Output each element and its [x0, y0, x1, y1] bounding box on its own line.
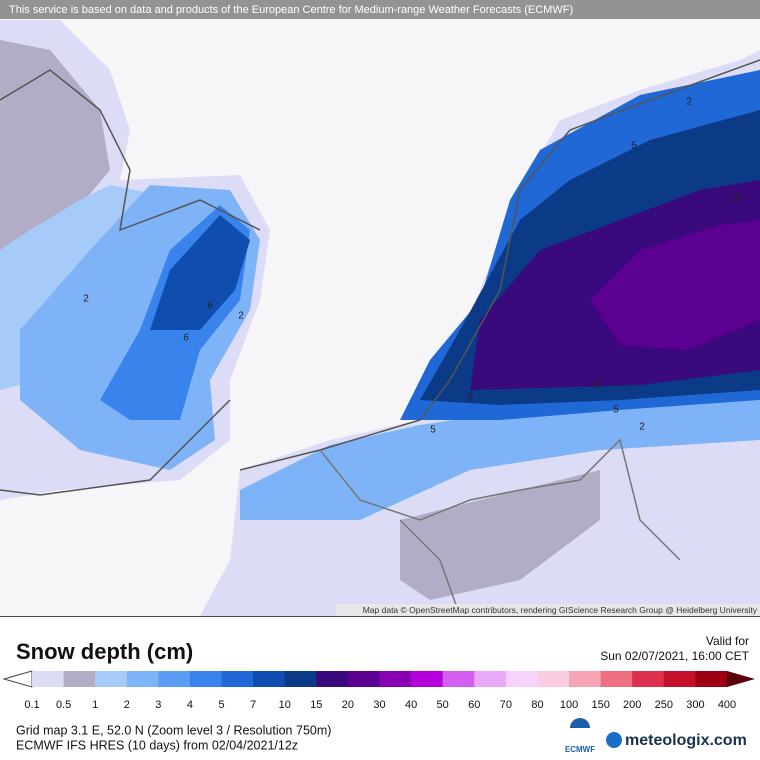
- legend-label: 80: [531, 699, 543, 711]
- legend-label: 1: [92, 699, 98, 711]
- legend-label: 400: [718, 699, 736, 711]
- legend-swatch: [316, 671, 349, 687]
- header-bar: [0, 0, 760, 19]
- contour-label: 6: [207, 301, 213, 312]
- legend-label: 20: [342, 699, 354, 711]
- legend-label: 5: [218, 699, 224, 711]
- brand-icon: [606, 732, 622, 748]
- legend-swatch: [600, 671, 633, 687]
- ecmwf-text: ECMWF: [565, 745, 595, 754]
- grid-info: Grid map 3.1 E, 52.0 N (Zoom level 3 / R…: [16, 723, 331, 737]
- legend-swatch: [411, 671, 444, 687]
- ecmwf-logo: ECMWF: [565, 718, 595, 754]
- attribution-bg: [336, 604, 760, 616]
- legend-label: 15: [310, 699, 322, 711]
- legend-label: 4: [187, 699, 193, 711]
- contour-label: 2: [686, 97, 692, 108]
- contour-label: 5: [613, 405, 619, 416]
- legend-label: 100: [560, 699, 578, 711]
- legend-label: 3: [155, 699, 161, 711]
- legend-label: 10: [279, 699, 291, 711]
- legend-label: 150: [591, 699, 609, 711]
- legend-label: 50: [437, 699, 449, 711]
- contour-labels: 2 2 6 5 2 5 10 10 5 2 5 6: [83, 97, 742, 436]
- contour-label: 2: [238, 311, 244, 322]
- legend-swatch: [569, 671, 602, 687]
- legend-label: 40: [405, 699, 417, 711]
- legend-swatch: [695, 671, 728, 687]
- snow-area: [400, 470, 600, 600]
- model-info: ECMWF IFS HRES (10 days) from 02/04/2021…: [16, 738, 298, 752]
- legend-swatch: [126, 671, 159, 687]
- contour-label: 2: [639, 422, 645, 433]
- legend-swatch: [474, 671, 507, 687]
- legend-swatch: [32, 671, 65, 687]
- coastline: [0, 59, 760, 496]
- snow-area: [0, 40, 110, 260]
- brand-logo: meteologix.com: [606, 732, 747, 749]
- contour-label: 10: [591, 380, 603, 391]
- legend-swatch: [347, 671, 380, 687]
- legend-label: 70: [500, 699, 512, 711]
- legend-label: 0.1: [24, 699, 39, 711]
- valid-time: Sun 02/07/2021, 16:00 CET: [600, 649, 749, 663]
- border: [319, 438, 681, 617]
- legend-swatch: [253, 671, 286, 687]
- color-legend: 0.1 0.5 1 2 3 4 5 7 10 15 20 30 40 50 60 70 80 100 150 200 2…: [2, 670, 755, 711]
- legend-swatch: [379, 671, 412, 687]
- legend-swatch: [442, 671, 475, 687]
- legend-label: 200: [623, 699, 641, 711]
- legend-swatch: [537, 671, 570, 687]
- legend-arrow-low: [2, 670, 33, 688]
- legend-swatch: [505, 671, 538, 687]
- legend-swatch: [284, 671, 317, 687]
- legend-swatch: [158, 671, 191, 687]
- legend-label: 250: [655, 699, 673, 711]
- legend-label: 300: [686, 699, 704, 711]
- legend-swatch: [189, 671, 223, 687]
- legend-label: 7: [250, 699, 256, 711]
- legend-swatch: [221, 671, 254, 687]
- legend-label: 60: [468, 699, 480, 711]
- attribution: Map data © OpenStreetMap contributors, r…: [363, 605, 758, 615]
- contour-label: 10: [730, 193, 742, 204]
- brand-text: meteologix.com: [625, 732, 747, 749]
- legend-swatch: [95, 671, 128, 687]
- legend-title: Snow depth (cm): [16, 639, 193, 664]
- legend-swatch: [663, 671, 696, 687]
- contour-label: 2: [83, 294, 89, 305]
- ecmwf-icon: [570, 718, 590, 728]
- legend-label: 2: [124, 699, 130, 711]
- contour-label: 6: [183, 333, 189, 344]
- header-notice: This service is based on data and produc…: [9, 4, 573, 16]
- contour-label: 5: [631, 141, 637, 152]
- contour-label: 5: [430, 425, 436, 436]
- contour-label: 5: [467, 393, 473, 404]
- snow-area: [150, 215, 250, 330]
- snow-area: [590, 220, 760, 350]
- legend-swatch: [63, 671, 96, 687]
- legend-swatch: [632, 671, 665, 687]
- legend-label: 30: [373, 699, 385, 711]
- valid-label: Valid for: [706, 634, 749, 648]
- map: 2 2 6 5 2 5 10 10 5 2 5 6 Map data © Ope…: [0, 20, 760, 617]
- snow-area: [240, 400, 760, 520]
- legend-label: 0.5: [56, 699, 71, 711]
- legend-arrow-high: [727, 671, 755, 687]
